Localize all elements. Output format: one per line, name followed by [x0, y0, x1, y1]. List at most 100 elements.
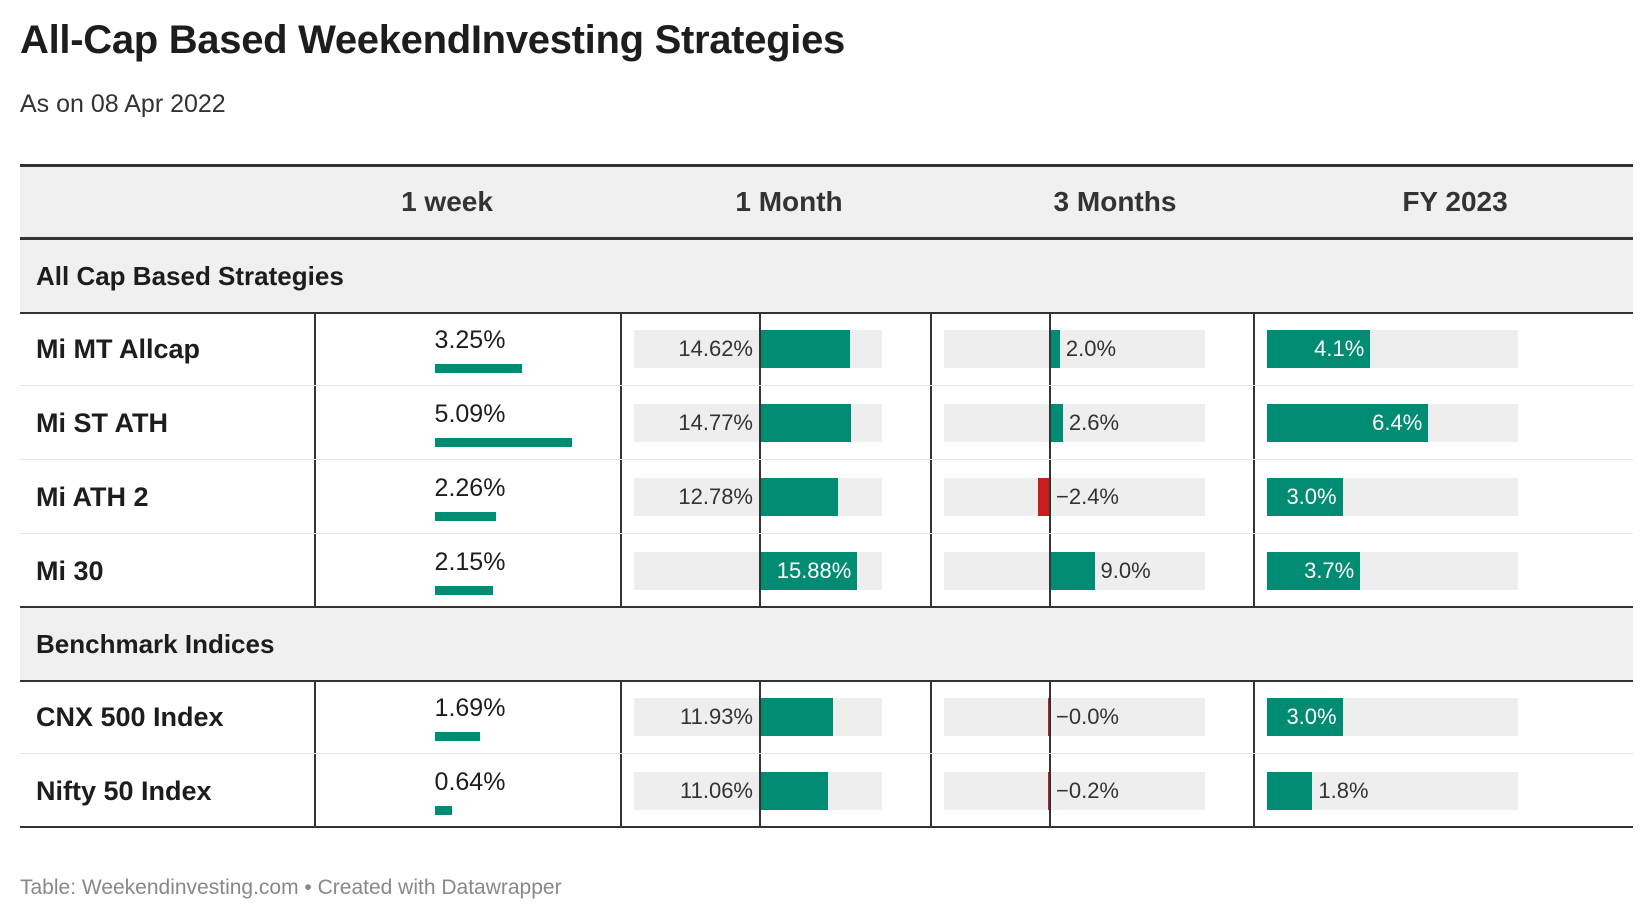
three-month-track — [944, 478, 1205, 516]
three-month-value: 9.0% — [1100, 558, 1151, 583]
week-bar — [435, 364, 523, 373]
column-divider — [1253, 312, 1255, 386]
fy-2023-value: 1.8% — [1318, 778, 1369, 803]
row-name: Mi 30 — [36, 556, 104, 586]
month-value: 12.78% — [678, 484, 753, 509]
month-value: 11.06% — [680, 778, 753, 803]
table-top-rule — [20, 164, 1633, 167]
column-divider — [314, 386, 316, 460]
week-bar — [435, 732, 481, 741]
row-name: Mi ATH 2 — [36, 482, 149, 512]
row-separator — [20, 533, 1633, 534]
month-bar — [760, 772, 828, 810]
row-name: Nifty 50 Index — [36, 776, 212, 806]
column-divider — [620, 460, 622, 534]
column-divider — [620, 680, 622, 754]
three-month-bar — [1050, 404, 1063, 442]
column-divider — [1253, 460, 1255, 534]
column-divider — [314, 460, 316, 534]
table-row: Nifty 50 Index 0.64% 11.06% −0.2% 1.8% — [20, 754, 1633, 828]
three-month-value: 2.0% — [1065, 336, 1117, 361]
chart-subtitle: As on 08 Apr 2022 — [20, 90, 226, 118]
group-header-row: Benchmark Indices — [20, 608, 1633, 682]
month-bar — [760, 698, 834, 736]
three-month-value: −0.2% — [1056, 778, 1119, 803]
fy-2023-value: 4.1% — [1314, 336, 1365, 361]
fy-2023-bar — [1267, 552, 1361, 590]
table-row: Mi ATH 2 2.26% 12.78% −2.4% 3.0% — [20, 460, 1633, 534]
row-name: Mi ST ATH — [36, 408, 168, 438]
three-month-bar — [1038, 478, 1050, 516]
month-value: 15.88% — [776, 558, 852, 583]
column-header-1-week: 1 week — [401, 186, 493, 217]
table-row: Mi ST ATH 5.09% 14.77% 2.6% 6.4% — [20, 386, 1633, 460]
row-separator — [20, 385, 1633, 386]
month-bar — [760, 330, 850, 368]
three-month-bar — [1050, 330, 1060, 368]
week-value: 1.69% — [434, 694, 506, 722]
column-divider — [314, 312, 316, 386]
month-value: 14.77% — [678, 410, 753, 435]
column-header-fy-2023: FY 2023 — [1402, 186, 1508, 217]
three-month-zero-line — [1049, 460, 1051, 534]
month-bar — [760, 552, 858, 590]
column-divider — [1253, 386, 1255, 460]
fy-2023-bar — [1267, 404, 1429, 442]
week-value: 5.09% — [434, 400, 506, 428]
fy-2023-bar — [1267, 330, 1371, 368]
three-month-track — [944, 330, 1205, 368]
row-name: Mi MT Allcap — [36, 334, 201, 364]
column-header-3-months: 3 Months — [1053, 186, 1177, 217]
three-month-zero-line — [1049, 680, 1051, 754]
column-divider — [1253, 754, 1255, 828]
row-separator — [20, 459, 1633, 460]
group-label: All Cap Based Strategies — [36, 261, 344, 291]
column-divider — [930, 460, 932, 534]
month-zero-line — [759, 386, 761, 460]
column-divider — [1253, 680, 1255, 754]
month-zero-line — [759, 754, 761, 828]
three-month-track — [944, 698, 1205, 736]
three-month-zero-line — [1049, 386, 1051, 460]
fy-2023-value: 6.4% — [1372, 410, 1423, 435]
three-month-bar — [1050, 552, 1095, 590]
column-divider — [314, 534, 316, 608]
month-bar — [760, 404, 851, 442]
column-divider — [1253, 534, 1255, 608]
week-bar — [435, 806, 453, 815]
three-month-zero-line — [1049, 754, 1051, 828]
column-divider — [930, 386, 932, 460]
fy-2023-bar — [1267, 478, 1343, 516]
week-value: 3.25% — [434, 326, 506, 354]
column-divider — [930, 534, 932, 608]
three-month-zero-line — [1049, 312, 1051, 386]
row-separator — [20, 753, 1633, 754]
fy-2023-bar — [1267, 772, 1313, 810]
column-divider — [314, 680, 316, 754]
month-track — [634, 698, 882, 736]
column-divider — [620, 754, 622, 828]
three-month-track — [944, 772, 1205, 810]
column-divider — [314, 754, 316, 828]
table-row: Mi 30 2.15% 15.88% 9.0% 3.7% — [20, 534, 1633, 608]
month-track — [634, 478, 882, 516]
column-divider — [930, 680, 932, 754]
month-zero-line — [759, 312, 761, 386]
column-divider — [930, 754, 932, 828]
three-month-zero-line — [1049, 534, 1051, 608]
chart-title: All-Cap Based WeekendInvesting Strategie… — [20, 18, 845, 62]
three-month-value: 2.6% — [1068, 410, 1120, 435]
three-month-value: −2.4% — [1056, 484, 1119, 509]
group-label: Benchmark Indices — [36, 629, 275, 659]
month-zero-line — [759, 460, 761, 534]
month-track — [634, 772, 882, 810]
fy-2023-value: 3.0% — [1286, 484, 1337, 509]
table-header: 1 week 1 Month 3 Months FY 2023 — [20, 167, 1633, 240]
fy-2023-value: 3.0% — [1286, 704, 1337, 729]
month-zero-line — [759, 680, 761, 754]
table-row: CNX 500 Index 1.69% 11.93% −0.0% 3.0% — [20, 680, 1633, 754]
column-divider — [930, 312, 932, 386]
column-divider — [620, 312, 622, 386]
week-value: 2.15% — [434, 548, 506, 576]
column-header-1-month: 1 Month — [735, 186, 843, 217]
